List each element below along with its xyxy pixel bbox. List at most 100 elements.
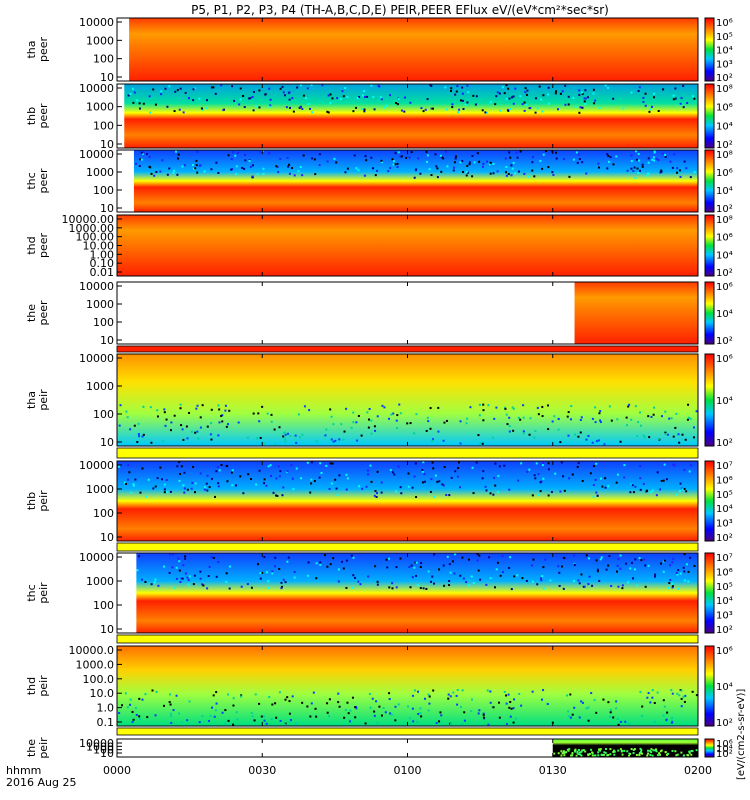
speckle: [154, 103, 157, 106]
speckle: [462, 171, 465, 174]
speckle: [616, 717, 619, 720]
speckle: [184, 557, 187, 560]
speckle: [279, 719, 282, 722]
speckle: [689, 464, 692, 467]
speckle: [577, 748, 580, 751]
speckle: [207, 575, 210, 578]
speckle: [626, 424, 629, 427]
speckle: [413, 432, 416, 435]
speckle: [291, 695, 294, 698]
speckle: [497, 474, 500, 477]
speckle: [154, 578, 157, 581]
speckle: [683, 487, 686, 490]
speckle: [183, 471, 186, 474]
speckle: [437, 430, 440, 433]
speckle: [672, 94, 675, 97]
speckle: [232, 151, 235, 154]
speckle: [277, 465, 280, 468]
speckle: [163, 408, 166, 411]
speckle: [629, 567, 632, 570]
speckle: [270, 420, 273, 423]
speckle: [433, 553, 436, 556]
speckle: [580, 91, 583, 94]
speckle: [531, 169, 534, 172]
speckle: [336, 493, 339, 496]
speckle: [451, 560, 454, 563]
speckle: [626, 169, 629, 172]
speckle: [239, 98, 242, 101]
colorbar: [704, 83, 715, 149]
speckle: [273, 428, 276, 431]
speckle: [295, 722, 298, 725]
speckle: [547, 86, 550, 89]
speckle: [640, 749, 643, 752]
speckle: [366, 411, 369, 414]
speckle: [477, 712, 480, 715]
speckle: [131, 721, 134, 724]
speckle: [240, 585, 243, 588]
speckle: [154, 714, 157, 717]
speckle: [649, 701, 652, 704]
speckle: [261, 571, 264, 574]
speckle: [358, 485, 361, 488]
speckle: [355, 167, 358, 170]
speckle: [638, 754, 641, 757]
speckle: [610, 585, 613, 588]
speckle: [479, 578, 482, 581]
speckle: [650, 748, 653, 751]
speckle: [301, 433, 304, 436]
speckle: [284, 440, 287, 443]
speckle: [575, 754, 578, 757]
speckle: [693, 97, 696, 100]
speckle: [141, 467, 144, 470]
speckle: [471, 175, 474, 178]
speckle: [691, 95, 694, 98]
speckle: [547, 428, 550, 431]
speckle: [417, 157, 420, 160]
speckle: [359, 583, 362, 586]
speckle: [533, 436, 536, 439]
speckle: [647, 752, 650, 755]
speckle: [563, 754, 566, 757]
y-axis-label: peir: [37, 675, 50, 697]
speckle: [597, 751, 600, 754]
speckle: [574, 750, 577, 753]
speckle: [542, 566, 545, 569]
speckle: [539, 490, 542, 493]
speckle: [538, 85, 541, 88]
speckle: [555, 90, 558, 93]
speckle: [522, 432, 525, 435]
speckle: [648, 436, 651, 439]
speckle: [142, 151, 145, 154]
speckle: [132, 718, 135, 721]
speckle: [424, 697, 427, 700]
speckle: [591, 441, 594, 444]
speckle: [395, 566, 398, 569]
speckle: [617, 723, 620, 726]
speckle: [302, 154, 305, 157]
speckle: [182, 111, 185, 114]
speckle: [204, 486, 207, 489]
colorbar-tick-label: 10⁴: [716, 396, 733, 407]
speckle: [489, 101, 492, 104]
speckle: [373, 425, 376, 428]
speckle: [597, 162, 600, 165]
speckle: [435, 722, 438, 725]
speckle: [470, 698, 473, 701]
speckle: [268, 696, 271, 699]
speckle: [165, 479, 168, 482]
speckle: [445, 493, 448, 496]
separator-strip: [116, 345, 699, 353]
speckle: [511, 406, 514, 409]
speckle: [466, 171, 469, 174]
speckle: [384, 711, 387, 714]
speckle: [526, 470, 529, 473]
speckle: [639, 488, 642, 491]
speckle: [138, 435, 141, 438]
colorbar-tick-label: 10²: [716, 268, 733, 279]
speckle: [466, 164, 469, 167]
speckle: [381, 404, 384, 407]
y-tick-label: 100: [93, 744, 114, 757]
speckle: [284, 433, 287, 436]
